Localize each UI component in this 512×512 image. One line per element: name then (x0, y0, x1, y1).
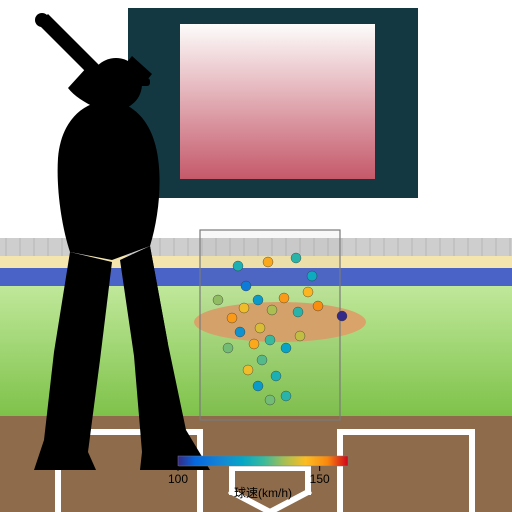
pitch-point (239, 303, 249, 313)
pitch-point (295, 331, 305, 341)
pitch-point (291, 253, 301, 263)
pitch-point (213, 295, 223, 305)
pitch-point (233, 261, 243, 271)
legend-tick: 150 (310, 472, 330, 486)
legend-tick: 100 (168, 472, 188, 486)
pitch-point (253, 381, 263, 391)
pitch-point (241, 281, 251, 291)
pitch-point (223, 343, 233, 353)
pitch-point (279, 293, 289, 303)
pitch-chart-figure: 100 150 球速(km/h) (0, 0, 512, 512)
pitch-point (337, 311, 347, 321)
pitch-point (281, 343, 291, 353)
pitch-point (307, 271, 317, 281)
pitch-point (267, 305, 277, 315)
pitch-point (313, 301, 323, 311)
legend-label: 球速(km/h) (234, 486, 292, 500)
pitch-point (293, 307, 303, 317)
pitch-point (243, 365, 253, 375)
pitch-point (253, 295, 263, 305)
pitch-point (235, 327, 245, 337)
pitch-point (271, 371, 281, 381)
pitch-point (303, 287, 313, 297)
pitch-point (265, 335, 275, 345)
chart-svg: 100 150 球速(km/h) (0, 0, 512, 512)
pitch-point (255, 323, 265, 333)
pitch-point (265, 395, 275, 405)
pitch-point (227, 313, 237, 323)
pitch-point (263, 257, 273, 267)
pitch-point (249, 339, 259, 349)
pitch-point (257, 355, 267, 365)
pitch-point (281, 391, 291, 401)
scoreboard-screen (180, 24, 375, 179)
